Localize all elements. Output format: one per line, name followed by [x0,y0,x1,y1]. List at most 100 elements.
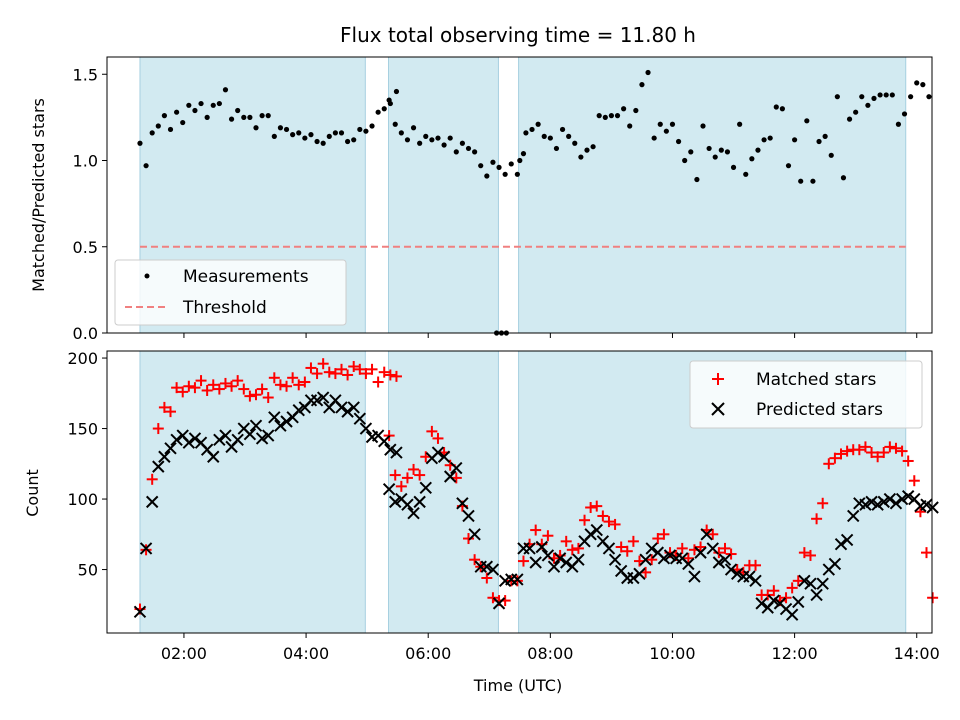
matched-star-point [866,447,878,459]
measurement-point [490,159,496,165]
matched-star-point [395,480,407,492]
measurement-point [645,69,651,76]
predicted-star-point [730,567,744,580]
measurement-point [326,133,332,139]
measurement-point [779,106,785,112]
predicted-star-point [712,556,726,569]
measurement-point [508,161,514,167]
observing-window-band [518,56,907,334]
measurement-point [478,163,484,169]
predicted-star-point [213,433,226,447]
measurement-point [222,87,229,93]
x-tick-label: 02:00 [161,644,207,663]
top-x-ticks [183,333,918,338]
x-tick-label: 14:00 [894,644,940,663]
measurement-point [484,173,490,179]
measurement-point [320,140,326,146]
measurement-point [901,111,908,117]
measurement-point [706,145,712,152]
matched-star-point [146,473,158,485]
measurement-point [314,138,320,145]
predicted-star-point [431,446,445,459]
measurement-point [639,82,645,88]
y-tick-label: 1.0 [73,152,98,171]
bottom-y-axis-label: Count [23,469,42,517]
matched-star-point [335,363,347,375]
measurement-point [688,149,694,155]
predicted-star-point [249,419,263,432]
predicted-star-point [359,422,373,435]
legend-measurements-marker [144,273,150,279]
matched-star-point [354,363,366,375]
predicted-star-point [384,443,397,456]
predicted-star-point [706,542,719,555]
predicted-star-point [877,495,890,509]
predicted-star-point [468,528,481,541]
measurement-point [369,123,375,129]
matched-star-point [646,554,658,566]
predicted-star-point [633,567,646,580]
predicted-star-point [529,556,542,569]
legend-predicted-marker [711,402,725,416]
x-tick-label: 12:00 [772,644,818,663]
predicted-star-point [378,435,391,448]
matched-star-point [177,386,189,398]
predicted-star-point [883,492,897,506]
measurement-point [767,135,773,141]
predicted-star-point [145,495,159,509]
matched-star-point [183,380,195,392]
measurement-point [398,130,404,136]
x-axis-label: Time (UTC) [473,676,562,695]
measurement-point [265,113,271,119]
measurement-point [296,130,302,136]
matched-star-point [432,432,444,444]
measurement-point [459,140,466,146]
matched-star-point [713,547,725,559]
predicted-star-point [419,481,432,494]
measurement-point [627,123,633,129]
predicted-star-point [310,394,324,407]
matched-star-point [695,541,707,553]
measurement-point [816,138,822,145]
predicted-star-point [164,442,177,455]
matched-star-point [401,472,413,484]
predicted-star-point [804,577,817,590]
predicted-star-point [231,433,244,447]
matched-star-point [878,447,890,459]
measurement-point [828,152,834,158]
predicted-star-point [133,605,147,619]
predicted-star-point [335,401,348,414]
matched-star-point [195,375,207,387]
measurement-point [804,118,810,124]
measurement-point [210,102,216,108]
predicted-star-point [560,556,573,569]
predicted-star-point [486,563,500,576]
predicted-star-point [170,433,183,447]
measurement-point [675,138,682,145]
predicted-star-point [743,570,756,583]
measurement-point [502,171,508,177]
top-panel: 0.0 0.5 1.0 1.5 Flux total observing time =… [29,23,933,343]
measurement-point [718,147,724,153]
measurement-point [149,130,155,136]
measurement-point [663,128,669,134]
measurement-point [429,137,435,143]
measurement-point [228,116,235,122]
measurement-point [514,171,520,177]
matched-star-point [768,585,780,597]
predicted-star-point [255,432,269,445]
predicted-star-point [219,429,232,442]
matched-star-point [268,372,280,384]
matched-star-point [896,445,908,457]
predicted-star-point [407,506,420,520]
matched-star-point [792,575,804,587]
measurement-point [520,151,527,157]
measurement-point [559,126,566,133]
predicted-star-point [462,509,475,523]
measurement-point [920,82,926,88]
measurement-point [290,132,296,138]
predicted-star-point [182,436,196,449]
matched-star-point [804,549,816,561]
predicted-star-point [663,549,677,562]
measurement-point [447,135,453,141]
